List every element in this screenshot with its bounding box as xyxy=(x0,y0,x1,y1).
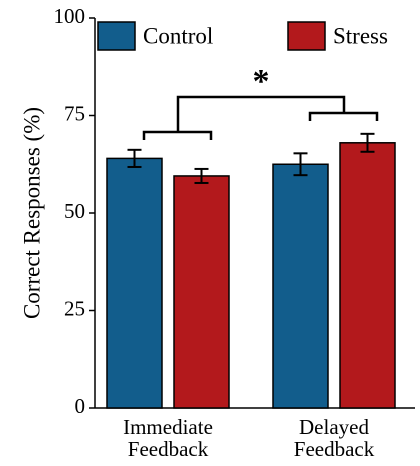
error-bar xyxy=(127,148,142,168)
bracket xyxy=(308,111,379,121)
y-tick-label: 0 xyxy=(75,394,86,418)
x-tick-label: Delayed Feedback xyxy=(293,416,375,461)
significance-star: * xyxy=(253,63,270,100)
error-bar xyxy=(194,167,209,184)
bar xyxy=(272,163,329,409)
y-tick-label: 100 xyxy=(54,4,86,28)
legend-swatch xyxy=(287,21,326,51)
y-tick-label: 50 xyxy=(64,199,85,223)
significance-brackets xyxy=(142,95,379,140)
bar xyxy=(339,142,396,409)
bar xyxy=(106,157,163,409)
y-axis-label: Correct Responses (%) xyxy=(19,107,44,319)
x-tick-label: Immediate Feedback xyxy=(123,416,213,461)
y-tick-label: 75 xyxy=(64,101,85,125)
bracket xyxy=(176,95,346,132)
bar xyxy=(173,175,230,409)
legend-label: Control xyxy=(143,23,213,48)
y-tick-label: 25 xyxy=(64,296,85,320)
x-tick-label-box: Delayed Feedback xyxy=(293,416,375,461)
error-bar xyxy=(360,132,375,153)
bracket xyxy=(142,130,213,140)
legend-label: Stress xyxy=(333,23,388,48)
x-tick-label-box: Immediate Feedback xyxy=(123,416,213,461)
legend-swatch xyxy=(97,21,136,51)
error-bar xyxy=(293,152,308,177)
